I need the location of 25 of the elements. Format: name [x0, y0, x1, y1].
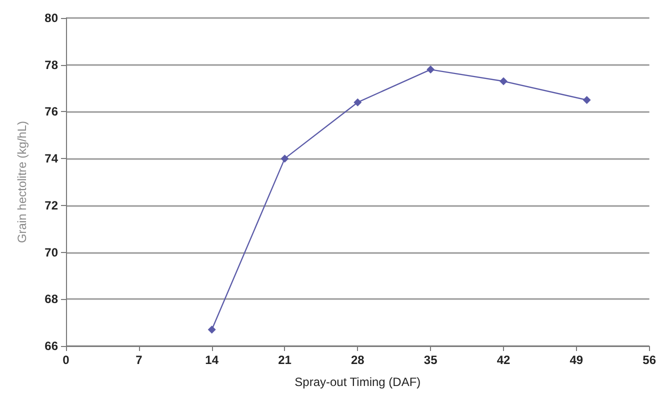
x-tick-label: 56	[642, 353, 656, 367]
y-tick-label: 70	[44, 245, 58, 260]
x-tick-label: 7	[136, 353, 143, 367]
point	[426, 66, 435, 74]
x-tick-label: 42	[496, 353, 510, 367]
point	[354, 98, 362, 106]
point	[499, 77, 508, 86]
point	[208, 326, 216, 334]
x-axis-title: Spray-out Timing (DAF)	[294, 375, 421, 389]
x-tick-label: 14	[205, 353, 219, 367]
point	[280, 154, 289, 163]
y-tick-label: 78	[44, 58, 58, 72]
y-tick-label: 74	[44, 152, 58, 166]
point	[582, 96, 591, 104]
x-tick-label: 35	[424, 353, 438, 367]
x-tick-label: 21	[278, 353, 292, 367]
y-tick-label: 72	[44, 198, 58, 212]
y-axis-title: Grain hectolitre (kg/hL)	[15, 120, 29, 244]
y-tick-label: 80	[44, 11, 58, 25]
y-tick-label: 66	[44, 339, 58, 353]
x-tick-label: 0	[62, 353, 70, 367]
x-tick-label: 28	[350, 353, 365, 367]
y-tick-label: 76	[44, 104, 58, 119]
y-tick-label: 68	[44, 292, 58, 306]
x-tick-label: 49	[570, 353, 584, 367]
